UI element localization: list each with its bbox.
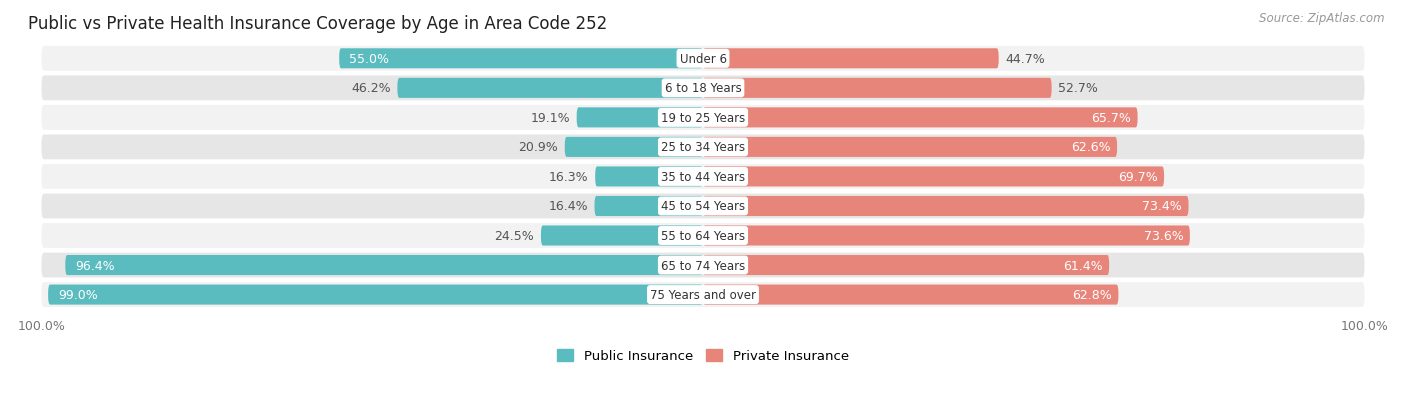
Text: 69.7%: 69.7% <box>1118 171 1157 183</box>
Text: 96.4%: 96.4% <box>76 259 115 272</box>
Text: 65.7%: 65.7% <box>1091 112 1130 125</box>
FancyBboxPatch shape <box>703 226 1189 246</box>
Text: 61.4%: 61.4% <box>1063 259 1102 272</box>
Text: 45 to 54 Years: 45 to 54 Years <box>661 200 745 213</box>
Legend: Public Insurance, Private Insurance: Public Insurance, Private Insurance <box>553 344 853 368</box>
Text: 52.7%: 52.7% <box>1059 82 1098 95</box>
FancyBboxPatch shape <box>42 194 1364 219</box>
Text: Under 6: Under 6 <box>679 53 727 66</box>
FancyBboxPatch shape <box>42 106 1364 131</box>
Text: 20.9%: 20.9% <box>519 141 558 154</box>
Text: Public vs Private Health Insurance Coverage by Age in Area Code 252: Public vs Private Health Insurance Cover… <box>28 15 607 33</box>
Text: 46.2%: 46.2% <box>352 82 391 95</box>
FancyBboxPatch shape <box>339 49 703 69</box>
FancyBboxPatch shape <box>541 226 703 246</box>
FancyBboxPatch shape <box>42 76 1364 101</box>
FancyBboxPatch shape <box>703 197 1188 216</box>
FancyBboxPatch shape <box>576 108 703 128</box>
Text: Source: ZipAtlas.com: Source: ZipAtlas.com <box>1260 12 1385 25</box>
FancyBboxPatch shape <box>703 49 998 69</box>
Text: 62.6%: 62.6% <box>1071 141 1111 154</box>
FancyBboxPatch shape <box>42 165 1364 190</box>
Text: 99.0%: 99.0% <box>58 288 98 301</box>
FancyBboxPatch shape <box>42 253 1364 278</box>
FancyBboxPatch shape <box>42 282 1364 307</box>
FancyBboxPatch shape <box>703 138 1118 158</box>
Text: 65 to 74 Years: 65 to 74 Years <box>661 259 745 272</box>
Text: 55.0%: 55.0% <box>349 53 389 66</box>
Text: 24.5%: 24.5% <box>495 230 534 242</box>
FancyBboxPatch shape <box>565 138 703 158</box>
Text: 19 to 25 Years: 19 to 25 Years <box>661 112 745 125</box>
Text: 16.3%: 16.3% <box>548 171 589 183</box>
Text: 19.1%: 19.1% <box>530 112 569 125</box>
FancyBboxPatch shape <box>65 255 703 275</box>
FancyBboxPatch shape <box>42 223 1364 248</box>
FancyBboxPatch shape <box>703 78 1052 99</box>
FancyBboxPatch shape <box>595 167 703 187</box>
Text: 75 Years and over: 75 Years and over <box>650 288 756 301</box>
FancyBboxPatch shape <box>703 108 1137 128</box>
FancyBboxPatch shape <box>703 255 1109 275</box>
Text: 55 to 64 Years: 55 to 64 Years <box>661 230 745 242</box>
Text: 6 to 18 Years: 6 to 18 Years <box>665 82 741 95</box>
Text: 16.4%: 16.4% <box>548 200 588 213</box>
FancyBboxPatch shape <box>595 197 703 216</box>
Text: 25 to 34 Years: 25 to 34 Years <box>661 141 745 154</box>
Text: 44.7%: 44.7% <box>1005 53 1045 66</box>
FancyBboxPatch shape <box>42 47 1364 71</box>
FancyBboxPatch shape <box>703 285 1118 305</box>
Text: 62.8%: 62.8% <box>1071 288 1112 301</box>
Text: 35 to 44 Years: 35 to 44 Years <box>661 171 745 183</box>
FancyBboxPatch shape <box>42 135 1364 160</box>
FancyBboxPatch shape <box>48 285 703 305</box>
Text: 73.4%: 73.4% <box>1142 200 1182 213</box>
FancyBboxPatch shape <box>398 78 703 99</box>
FancyBboxPatch shape <box>703 167 1164 187</box>
Text: 73.6%: 73.6% <box>1143 230 1184 242</box>
